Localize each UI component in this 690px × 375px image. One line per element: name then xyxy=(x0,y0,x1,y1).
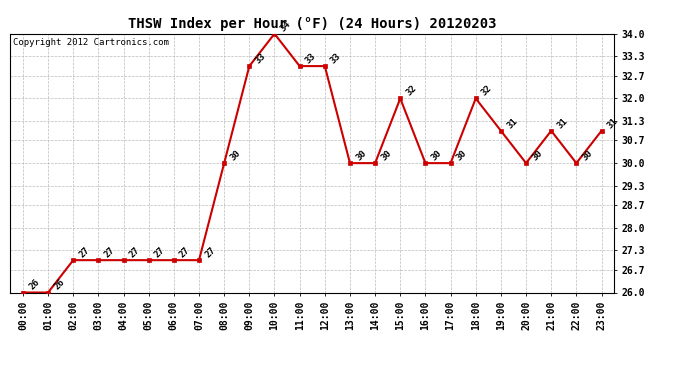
Text: 27: 27 xyxy=(77,245,91,260)
Text: 30: 30 xyxy=(380,148,393,162)
Text: 32: 32 xyxy=(404,84,418,98)
Text: 31: 31 xyxy=(555,116,569,130)
Text: 30: 30 xyxy=(228,148,242,162)
Text: 31: 31 xyxy=(505,116,519,130)
Text: 30: 30 xyxy=(430,148,444,162)
Text: 30: 30 xyxy=(455,148,469,162)
Text: 31: 31 xyxy=(606,116,620,130)
Text: 30: 30 xyxy=(530,148,544,162)
Text: 30: 30 xyxy=(580,148,595,162)
Title: THSW Index per Hour (°F) (24 Hours) 20120203: THSW Index per Hour (°F) (24 Hours) 2012… xyxy=(128,17,497,31)
Text: 26: 26 xyxy=(27,278,41,292)
Text: 30: 30 xyxy=(354,148,368,162)
Text: 34: 34 xyxy=(279,19,293,33)
Text: 27: 27 xyxy=(128,245,141,260)
Text: 26: 26 xyxy=(52,278,66,292)
Text: 33: 33 xyxy=(304,51,318,65)
Text: 27: 27 xyxy=(203,245,217,260)
Text: 33: 33 xyxy=(253,51,268,65)
Text: 32: 32 xyxy=(480,84,494,98)
Text: Copyright 2012 Cartronics.com: Copyright 2012 Cartronics.com xyxy=(13,38,169,46)
Text: 27: 27 xyxy=(103,245,117,260)
Text: 27: 27 xyxy=(178,245,192,260)
Text: 27: 27 xyxy=(153,245,167,260)
Text: 33: 33 xyxy=(329,51,343,65)
